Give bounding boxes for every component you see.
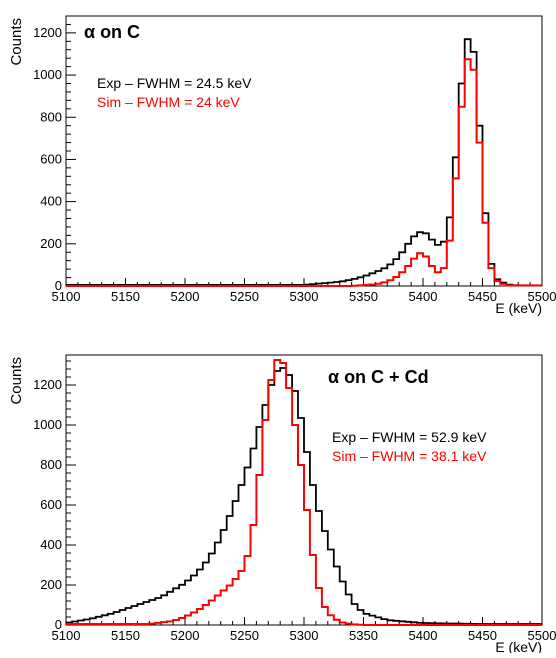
chart-panel-1: 5100 5150 5200 5250 5300 5350 5400 5450 5500 0 200…	[8, 15, 556, 316]
legend-entry-sim: Sim – FWHM = 24 keV	[97, 94, 240, 110]
y-tick-label: 0	[55, 278, 62, 293]
y-tick-label: 1000	[33, 417, 62, 432]
series-sim-histogram	[66, 58, 542, 287]
panel-title: α on C + Cd	[328, 367, 429, 387]
x-axis-title: E (keV)	[495, 639, 542, 653]
y-tick-label: 800	[40, 109, 62, 124]
x-tick-label: 5350	[349, 628, 378, 643]
y-tick-label: 0	[55, 617, 62, 632]
x-tick-label: 5250	[230, 628, 259, 643]
x-axis: 5100 5150 5200 5250 5300 5350 5400 5450 5500	[52, 617, 556, 643]
legend-entry-exp: Exp – FWHM = 24.5 keV	[97, 75, 252, 91]
y-tick-label: 400	[40, 194, 62, 209]
y-tick-label: 200	[40, 236, 62, 251]
y-axis: 0 200 400 600 800 1000 1200	[33, 23, 76, 293]
x-axis: 5100 5150 5200 5250 5300 5350 5400 5450 5500	[52, 278, 556, 304]
x-tick-label: 5400	[409, 289, 438, 304]
y-tick-label: 600	[40, 151, 62, 166]
x-tick-label: 5150	[111, 289, 140, 304]
y-tick-label: 800	[40, 457, 62, 472]
x-tick-label: 5450	[468, 289, 497, 304]
panel-title: α on C	[84, 22, 140, 42]
y-tick-label: 1200	[33, 377, 62, 392]
y-axis-title: Counts	[8, 18, 25, 66]
x-tick-label: 5200	[171, 289, 200, 304]
y-tick-label: 1000	[33, 67, 62, 82]
series-exp-histogram	[66, 38, 542, 287]
x-tick-label: 5450	[468, 628, 497, 643]
x-tick-label: 5100	[52, 628, 81, 643]
y-tick-label: 600	[40, 497, 62, 512]
x-tick-label: 5250	[230, 289, 259, 304]
legend-entry-sim: Sim – FWHM = 38.1 keV	[332, 448, 487, 464]
x-tick-label: 5200	[171, 628, 200, 643]
y-tick-label: 400	[40, 537, 62, 552]
plot-frame	[65, 15, 543, 287]
y-axis: 0 200 400 600 800 1000 1200	[33, 360, 76, 632]
y-tick-label: 200	[40, 577, 62, 592]
series-sim-histogram	[66, 359, 542, 626]
x-tick-label: 5300	[290, 628, 319, 643]
y-tick-label: 1200	[33, 25, 62, 40]
x-tick-label: 5300	[290, 289, 319, 304]
y-axis-title: Counts	[8, 357, 25, 405]
x-tick-label: 5400	[409, 628, 438, 643]
x-tick-label: 5100	[52, 289, 81, 304]
x-tick-label: 5350	[349, 289, 378, 304]
x-tick-label: 5500	[528, 289, 556, 304]
x-tick-label: 5150	[111, 628, 140, 643]
legend-entry-exp: Exp – FWHM = 52.9 keV	[332, 429, 487, 445]
x-tick-label: 5500	[528, 628, 556, 643]
x-axis-title: E (keV)	[495, 300, 542, 316]
chart-panel-2: 5100 5150 5200 5250 5300 5350 5400 5450 5500 0 200…	[8, 354, 556, 655]
